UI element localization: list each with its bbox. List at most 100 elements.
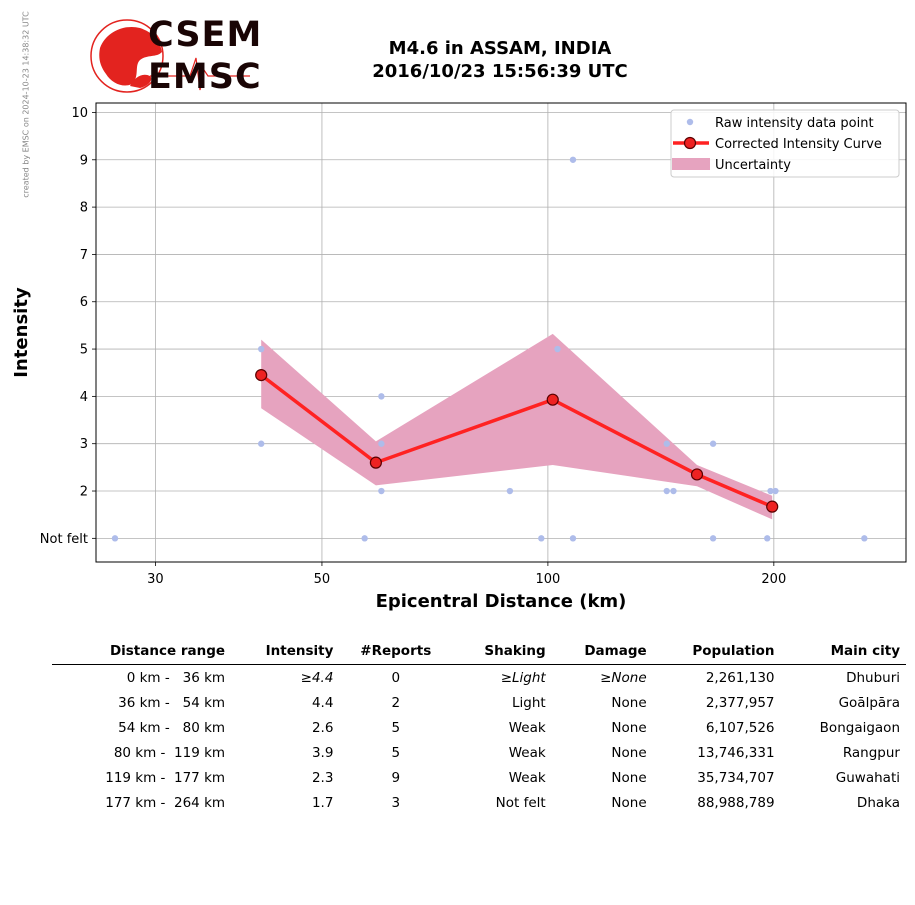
table-cell: 177 km - 264 km — [105, 794, 226, 811]
table-cell: 36 km - 54 km — [118, 694, 226, 711]
corrected-intensity-marker — [546, 393, 559, 406]
corrected-intensity-marker — [369, 456, 382, 469]
table-row: 177 km - 264 km 1.7 3 Not felt None 88,988,78… — [52, 790, 906, 815]
logo-text-csem: CSEM — [148, 15, 263, 55]
y-tick-label: 3 — [80, 437, 88, 452]
legend-curve-label: Corrected Intensity Curve — [715, 137, 882, 152]
table-cell: 5 — [391, 744, 401, 761]
table-cell: 2,261,130 — [705, 669, 775, 686]
table-cell: 9 — [391, 769, 401, 786]
raw-intensity-point — [767, 487, 774, 495]
y-tick-label: 7 — [80, 248, 88, 263]
table-cell: Guwahati — [835, 769, 900, 786]
raw-intensity-point — [111, 535, 119, 542]
x-tick-label: 50 — [314, 572, 331, 587]
table-cell: 3 — [391, 794, 401, 811]
table-cell: Weak — [508, 744, 546, 761]
table-cell: 3.9 — [311, 744, 334, 761]
table-cell: Dhuburi — [846, 669, 900, 686]
legend-box — [670, 109, 900, 178]
table-cell: ≥4.4 — [300, 669, 334, 686]
table-cell: ≥None — [600, 669, 647, 686]
table-cell: None — [611, 769, 647, 786]
column-header: Intensity — [231, 641, 340, 665]
y-tick-label: Not felt — [40, 532, 88, 547]
y-tick-label: 9 — [80, 153, 88, 168]
raw-intensity-point — [258, 440, 265, 447]
table-cell: Light — [512, 694, 546, 711]
chart-title-event: M4.6 in ASSAM, INDIA — [388, 38, 612, 59]
table-cell: 0 — [391, 669, 401, 686]
chart-title-datetime: 2016/10/23 15:56:39 UTC — [372, 61, 628, 82]
table-cell: 2 — [391, 694, 401, 711]
column-header: Main city — [780, 641, 906, 665]
column-header: Shaking — [452, 641, 552, 665]
raw-intensity-point — [663, 440, 670, 447]
raw-intensity-point — [861, 535, 868, 542]
y-axis-label: Intensity — [11, 287, 32, 378]
table-row: 0 km - 36 km ≥4.4 0 ≥Light ≥None 2,261,130 Dhu… — [52, 665, 906, 691]
table-cell: 2,377,957 — [705, 694, 775, 711]
plot-frame — [95, 102, 907, 563]
table-row: 80 km - 119 km 3.9 5 Weak None 13,746,331 Rang… — [52, 740, 906, 765]
table-cell: 13,746,331 — [697, 744, 775, 761]
x-tick-label: 30 — [147, 572, 164, 587]
table-cell: None — [611, 719, 647, 736]
table-cell: None — [611, 744, 647, 761]
y-tick-label: 5 — [80, 343, 88, 358]
table-cell: 5 — [391, 719, 401, 736]
column-header: Population — [652, 641, 781, 665]
table-cell: 0 km - 36 km — [126, 669, 226, 686]
legend-raw-point-label: Raw intensity data point — [715, 116, 874, 131]
raw-intensity-point — [378, 393, 385, 400]
table-body: 0 km - 36 km ≥4.4 0 ≥Light ≥None 2,261,130 Dhu… — [52, 665, 906, 816]
table-cell: 88,988,789 — [697, 794, 775, 811]
table-cell: Rangpur — [842, 744, 900, 761]
table-row: 54 km - 80 km 2.6 5 Weak None 6,107,526 Bongai… — [52, 715, 906, 740]
table-cell: Weak — [508, 769, 546, 786]
table-cell: 2.3 — [311, 769, 334, 786]
column-header: #Reports — [339, 641, 453, 665]
legend-band-label: Uncertainty — [715, 158, 791, 173]
table-cell: 6,107,526 — [705, 719, 775, 736]
y-tick-label: 2 — [80, 485, 88, 500]
table-cell: ≥Light — [500, 669, 546, 686]
column-header: Damage — [551, 641, 653, 665]
table-cell: None — [611, 794, 647, 811]
raw-intensity-point — [709, 440, 717, 447]
y-tick-label: 8 — [80, 201, 88, 216]
raw-intensity-point — [569, 156, 577, 163]
x-axis-label: Epicentral Distance (km) — [376, 591, 627, 612]
column-header: Distance range — [52, 641, 232, 665]
raw-intensity-point — [670, 487, 677, 495]
uncertainty-band — [261, 333, 773, 520]
raw-intensity-point — [378, 487, 385, 495]
table-cell: Goālpāra — [838, 694, 900, 711]
raw-intensity-point — [258, 345, 265, 353]
x-tick-label: 200 — [761, 572, 786, 587]
raw-intensity-point — [538, 535, 545, 542]
table-cell: Bongaigaon — [819, 719, 900, 736]
raw-intensity-point — [554, 345, 561, 353]
table-cell: 119 km - 177 km — [105, 769, 226, 786]
table-cell: 54 km - 80 km — [118, 719, 226, 736]
table-row: 119 km - 177 km 2.3 9 Weak None 35,734,707 Guw… — [52, 765, 906, 790]
raw-intensity-point — [772, 487, 779, 495]
table-cell: Weak — [508, 719, 546, 736]
y-tick-label: 6 — [80, 295, 88, 310]
table-header-row: Distance range Intensity #Reports Shaking Da… — [52, 641, 906, 665]
raw-intensity-point — [709, 535, 717, 542]
legend-band-swatch — [672, 158, 710, 170]
emsc-logo: CSEM EMSC — [90, 18, 261, 96]
logo-text-emsc: EMSC — [148, 57, 262, 97]
corrected-intensity-marker — [690, 468, 704, 481]
legend-curve-marker — [683, 136, 697, 150]
corrected-intensity-marker — [255, 368, 268, 382]
table-cell: 35,734,707 — [697, 769, 775, 786]
table-cell: 2.6 — [311, 719, 334, 736]
table-cell: None — [611, 694, 647, 711]
raw-intensity-point — [764, 535, 771, 542]
corrected-intensity-marker — [766, 500, 779, 513]
raw-intensity-point — [361, 535, 368, 542]
intensity-summary-table: Distance range Intensity #Reports Shaking Da… — [52, 641, 906, 815]
